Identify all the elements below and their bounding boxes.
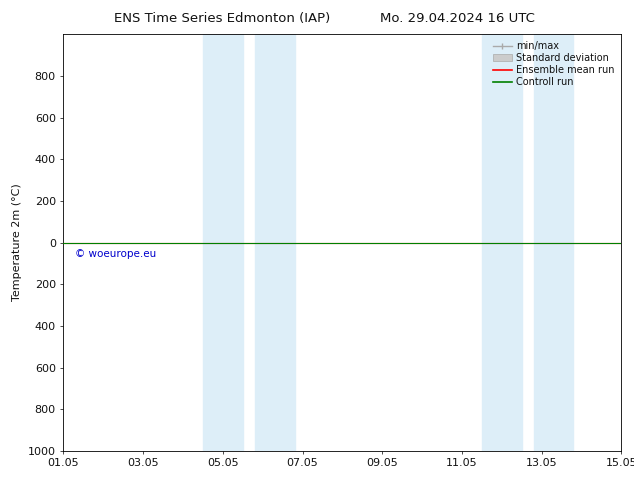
Text: Mo. 29.04.2024 16 UTC: Mo. 29.04.2024 16 UTC <box>380 12 535 25</box>
Legend: min/max, Standard deviation, Ensemble mean run, Controll run: min/max, Standard deviation, Ensemble me… <box>491 39 616 89</box>
Text: © woeurope.eu: © woeurope.eu <box>75 249 157 259</box>
Bar <box>255 34 295 451</box>
Bar <box>482 34 522 451</box>
Bar <box>534 34 574 451</box>
Text: ENS Time Series Edmonton (IAP): ENS Time Series Edmonton (IAP) <box>114 12 330 25</box>
Y-axis label: Temperature 2m (°C): Temperature 2m (°C) <box>12 184 22 301</box>
Bar <box>203 34 243 451</box>
